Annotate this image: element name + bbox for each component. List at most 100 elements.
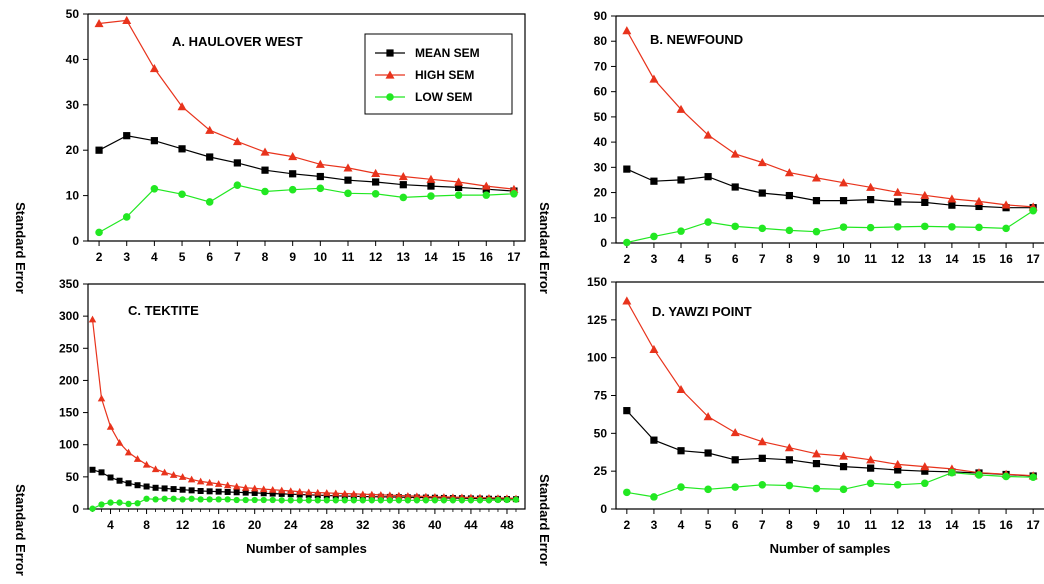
y-tick-label: 50: [594, 110, 608, 124]
data-point-high-sem: [323, 489, 331, 496]
x-tick-label: 3: [123, 250, 130, 264]
data-point-high-sem: [839, 178, 849, 187]
data-point-low-sem: [269, 496, 276, 504]
data-point-mean-sem: [731, 456, 739, 464]
data-point-high-sem: [1001, 200, 1011, 209]
panel-d: 0 25 50 75 100 125 150 2 3 4 5 6 7 8 9 10 11 12 13 14 15 16 17…: [587, 275, 1044, 556]
data-point-high-sem: [315, 159, 325, 168]
data-point-high-sem: [811, 173, 821, 182]
y-axis-label-mid-top: Standard Error: [537, 202, 552, 294]
data-point-mean-sem: [812, 197, 821, 205]
x-tick-label: 9: [813, 252, 820, 266]
data-point-high-sem: [286, 487, 295, 494]
data-point-low-sem: [288, 185, 297, 194]
series-line-mean-sem: [98, 135, 514, 192]
data-point-high-sem: [947, 194, 957, 203]
panel-a: 0 10 20 30 40 50 2 3 4 5 6 7 8 9 10 11 12 13 14 15 16 17 A. HA…: [66, 7, 526, 264]
x-tick-label: 36: [392, 518, 406, 532]
x-tick-label: 2: [623, 252, 630, 266]
y-tick-label: 0: [72, 502, 79, 516]
x-tick-label: 5: [179, 250, 186, 264]
data-point-high-sem: [133, 455, 142, 462]
data-point-low-sem: [893, 481, 902, 489]
data-point-low-sem: [893, 223, 902, 231]
y-tick-label: 20: [594, 186, 608, 200]
svg-text:Standard Error: Standard Error: [537, 202, 552, 294]
data-point-low-sem: [427, 192, 435, 200]
y-tick-label: 30: [66, 98, 80, 112]
data-point-low-sem: [510, 190, 518, 198]
y-tick-label: 30: [594, 160, 608, 174]
x-tick-label: 16: [999, 252, 1013, 266]
x-tick-label: 5: [705, 252, 712, 266]
x-tick-label: 2: [96, 250, 103, 264]
data-point-low-sem: [839, 223, 848, 231]
data-point-mean-sem: [233, 489, 240, 496]
series-line-mean-sem: [626, 410, 1034, 477]
data-point-low-sem: [812, 484, 821, 493]
data-point-high-sem: [106, 422, 115, 430]
series-line-low-sem: [98, 184, 514, 233]
data-point-low-sem: [386, 497, 393, 504]
data-point-mean-sem: [812, 460, 821, 468]
legend: MEAN SEM HIGH SEM LOW SEM: [364, 33, 513, 115]
data-point-low-sem: [839, 485, 848, 494]
data-point-low-sem: [948, 223, 956, 231]
data-point-mean-sem: [143, 483, 150, 490]
data-point-low-sem: [371, 190, 380, 198]
data-point-low-sem: [205, 198, 214, 206]
data-point-high-sem: [649, 74, 659, 83]
data-point-mean-sem: [427, 182, 435, 190]
y-tick-label: 90: [594, 9, 608, 23]
data-point-high-sem: [893, 459, 903, 468]
data-point-mean-sem: [867, 196, 875, 204]
data-point-high-sem: [205, 125, 215, 134]
data-point-high-sem: [920, 190, 930, 199]
x-tick-label: 8: [786, 252, 793, 266]
legend-label: HIGH SEM: [415, 68, 474, 82]
data-point-low-sem: [242, 496, 249, 504]
data-point-high-sem: [622, 296, 632, 305]
data-point-high-sem: [784, 168, 794, 177]
data-point-mean-sem: [251, 489, 258, 496]
y-tick-label: 0: [600, 236, 607, 250]
data-point-high-sem: [386, 491, 394, 499]
data-point-mean-sem: [278, 490, 285, 497]
data-point-low-sem: [485, 497, 493, 504]
data-point-high-sem: [122, 15, 132, 24]
data-point-mean-sem: [150, 137, 158, 145]
data-point-high-sem: [454, 177, 464, 186]
data-point-low-sem: [512, 496, 520, 503]
y-tick-label: 60: [594, 85, 608, 99]
y-tick-label: 50: [594, 426, 608, 440]
data-point-low-sem: [260, 496, 267, 504]
x-tick-label: 11: [864, 518, 877, 532]
x-tick-label: 5: [705, 518, 712, 532]
x-tick-label: 7: [759, 518, 766, 532]
x-tick-label: 15: [452, 250, 466, 264]
data-point-high-sem: [115, 439, 124, 446]
x-tick-label: 15: [972, 518, 986, 532]
data-point-low-sem: [278, 497, 285, 504]
data-point-low-sem: [233, 496, 240, 504]
data-point-mean-sem: [677, 447, 685, 455]
data-point-low-sem: [454, 191, 463, 199]
data-point-low-sem: [921, 222, 929, 231]
data-point-low-sem: [95, 228, 103, 237]
data-point-high-sem: [314, 488, 322, 496]
data-point-low-sem: [677, 227, 685, 235]
data-point-high-sem: [676, 104, 686, 113]
data-point-high-sem: [703, 412, 713, 421]
y-tick-label: 50: [66, 7, 80, 21]
y-tick-label: 40: [594, 135, 608, 149]
data-point-high-sem: [241, 484, 250, 491]
data-point-low-sem: [1029, 473, 1037, 481]
data-point-high-sem: [268, 485, 277, 493]
data-point-low-sem: [866, 479, 875, 488]
data-point-low-sem: [143, 495, 150, 502]
data-point-high-sem: [232, 137, 242, 146]
data-point-low-sem: [1002, 472, 1010, 481]
y-tick-label: 75: [594, 389, 608, 403]
data-point-high-sem: [350, 490, 358, 497]
